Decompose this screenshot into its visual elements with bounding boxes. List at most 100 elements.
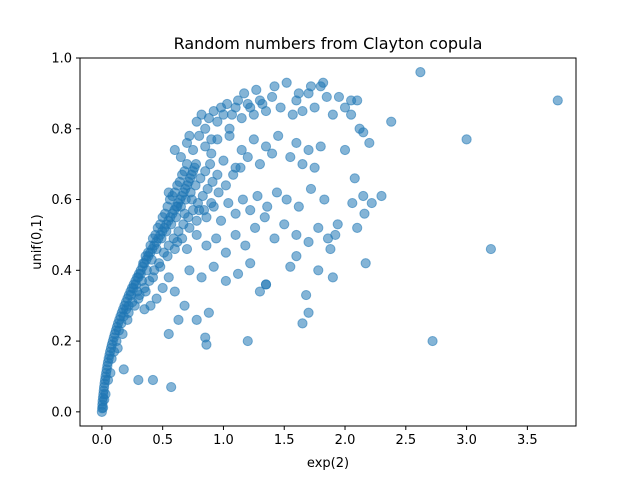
data-point	[360, 258, 371, 269]
data-point	[303, 307, 314, 318]
data-point	[105, 367, 116, 379]
chart-title: Random numbers from Clayton copula	[174, 34, 483, 53]
data-point	[196, 272, 207, 283]
data-point	[301, 289, 312, 301]
data-point	[339, 102, 351, 113]
data-point	[191, 215, 202, 226]
data-point	[245, 258, 256, 269]
data-point	[191, 116, 202, 127]
data-point	[232, 95, 244, 106]
data-point	[297, 318, 308, 329]
data-point	[386, 116, 397, 127]
data-point	[293, 88, 304, 99]
data-point	[223, 197, 234, 209]
data-point	[236, 113, 247, 124]
data-point	[163, 272, 174, 283]
data-point	[179, 208, 190, 219]
data-point	[191, 229, 202, 241]
data-point	[220, 180, 231, 191]
data-point	[415, 67, 426, 78]
data-point	[147, 272, 159, 283]
data-point	[359, 208, 370, 219]
data-point	[248, 134, 259, 145]
data-point	[285, 261, 296, 272]
data-point	[181, 243, 193, 255]
data-point	[161, 226, 172, 237]
data-point	[218, 155, 229, 166]
data-point	[257, 98, 268, 110]
data-point	[173, 314, 184, 325]
data-point	[213, 187, 224, 198]
data-point	[252, 190, 263, 202]
data-point	[315, 141, 326, 152]
data-point	[181, 159, 193, 170]
y-tick-label: 0.2	[51, 335, 72, 350]
data-point	[191, 314, 202, 325]
data-point	[281, 77, 292, 88]
data-point	[332, 219, 343, 230]
data-point	[366, 197, 377, 209]
data-point	[303, 236, 314, 248]
x-tick-label: 2.5	[395, 433, 416, 448]
data-point	[318, 77, 329, 88]
data-point	[157, 282, 168, 294]
data-point	[349, 173, 360, 184]
data-point	[285, 151, 296, 163]
data-point	[222, 98, 233, 110]
data-point	[206, 148, 217, 159]
data-point	[139, 304, 150, 315]
data-point	[200, 141, 211, 152]
x-tick-label: 1.5	[274, 433, 295, 448]
data-point	[112, 343, 123, 354]
data-point	[212, 116, 223, 127]
data-point	[281, 194, 292, 205]
data-point	[346, 109, 357, 120]
data-point	[133, 374, 144, 386]
data-point	[376, 190, 387, 202]
data-point	[220, 275, 231, 287]
data-point	[201, 240, 212, 251]
plot-frame	[79, 57, 577, 427]
data-point	[309, 162, 320, 173]
data-point	[237, 194, 248, 205]
data-point	[303, 144, 314, 156]
data-point	[461, 134, 472, 145]
data-point	[190, 159, 202, 170]
data-point	[269, 81, 280, 92]
data-point	[187, 144, 199, 156]
data-point	[166, 219, 177, 230]
data-point	[224, 130, 235, 141]
data-point	[242, 151, 253, 163]
data-point	[194, 130, 205, 141]
data-point	[201, 212, 212, 223]
data-point	[140, 286, 151, 297]
data-point	[203, 307, 214, 318]
data-point	[184, 265, 195, 276]
data-point	[211, 233, 222, 244]
data-point	[236, 144, 247, 156]
data-point	[427, 335, 438, 347]
data-point	[208, 261, 219, 272]
data-point	[305, 183, 317, 195]
data-point	[123, 307, 134, 318]
data-point	[485, 243, 496, 255]
data-point	[352, 222, 363, 233]
x-tick-label: 0.0	[92, 433, 113, 448]
data-point	[245, 205, 256, 216]
data-point	[202, 183, 213, 195]
data-point	[309, 102, 320, 113]
data-point	[305, 81, 317, 92]
data-point	[352, 95, 363, 106]
y-axis-label: unif(0,1)	[30, 214, 45, 270]
data-point	[194, 205, 205, 216]
data-point	[552, 95, 563, 106]
data-point	[195, 173, 206, 184]
data-point	[230, 162, 241, 173]
x-tick-label: 3.0	[456, 433, 477, 448]
data-point	[175, 151, 186, 163]
data-point	[147, 374, 159, 386]
data-point	[226, 109, 238, 120]
data-point	[245, 102, 256, 113]
data-point	[259, 212, 270, 223]
data-point	[156, 233, 167, 244]
